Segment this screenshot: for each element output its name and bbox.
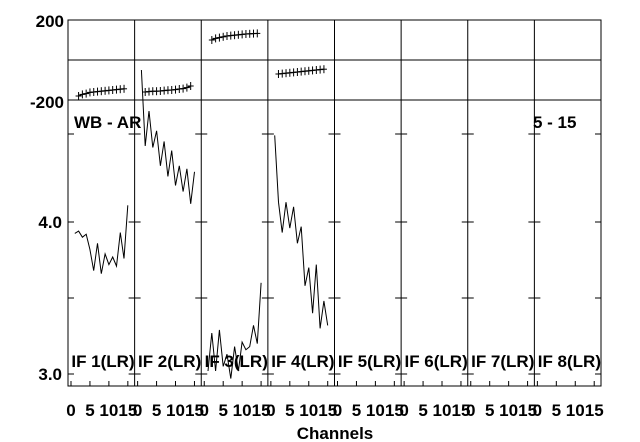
x-tick-label: 15	[585, 401, 604, 420]
x-tick-label: 15	[518, 401, 537, 420]
x-tick-label: 0	[533, 401, 542, 420]
panel-label: IF 4(LR)	[271, 352, 334, 371]
amp-tick-label: 3.0	[38, 365, 62, 384]
x-tick-label: 0	[266, 401, 275, 420]
x-tick-label: 5	[152, 401, 161, 420]
x-tick-label: 0	[399, 401, 408, 420]
x-tick-label: 10	[433, 401, 452, 420]
phase-tick-label: 200	[36, 12, 64, 31]
x-tick-label: 10	[366, 401, 385, 420]
tick-marks	[68, 133, 601, 386]
baseline-label: WB - AR	[74, 113, 141, 132]
x-tick-label: 15	[452, 401, 471, 420]
phase-line	[78, 88, 125, 97]
x-tick-label: 15	[185, 401, 204, 420]
x-tick-label: 5	[418, 401, 427, 420]
x-tick-label: 15	[252, 401, 271, 420]
x-tick-label: 10	[299, 401, 318, 420]
phase-point	[75, 92, 82, 100]
x-tick-label: 0	[133, 401, 142, 420]
x-tick-label: 0	[66, 401, 75, 420]
x-tick-label: 5	[352, 401, 361, 420]
x-tick-label: 5	[218, 401, 227, 420]
x-tick-label: 5	[485, 401, 494, 420]
x-tick-label: 5	[285, 401, 294, 420]
panel-label: IF 7(LR)	[471, 352, 534, 371]
x-tick-label: 10	[99, 401, 118, 420]
amp-tick-label: 4.0	[38, 213, 62, 232]
x-tick-label: 0	[200, 401, 209, 420]
x-tick-label: 10	[566, 401, 585, 420]
panel-label: IF 6(LR)	[404, 352, 467, 371]
x-tick-label: 0	[333, 401, 342, 420]
amplitude-line	[140, 69, 195, 204]
x-tick-label: 10	[499, 401, 518, 420]
time-range-label: 5 - 15	[533, 113, 576, 132]
x-tick-label: 5	[85, 401, 94, 420]
x-axis-label: Channels	[297, 424, 374, 442]
amplitude-line	[274, 135, 329, 329]
phase-line	[278, 68, 324, 75]
phase-line	[211, 32, 258, 41]
amplitude-line	[207, 282, 262, 379]
x-tick-label: 10	[166, 401, 185, 420]
x-tick-label: 0	[466, 401, 475, 420]
amplitude-line	[74, 205, 129, 274]
x-tick-label: 15	[385, 401, 404, 420]
phase-line	[145, 85, 191, 93]
panel-label: IF 2(LR)	[138, 352, 201, 371]
x-tick-label: 15	[118, 401, 137, 420]
panel-label: IF 8(LR)	[538, 352, 601, 371]
x-tick-label: 10	[233, 401, 252, 420]
panel-label: IF 1(LR)	[71, 352, 134, 371]
x-tick-label: 5	[552, 401, 561, 420]
phase-tick-label: -200	[30, 93, 64, 112]
panel-frames	[67, 19, 602, 387]
x-tick-label: 15	[318, 401, 337, 420]
panel-label: IF 5(LR)	[338, 352, 401, 371]
data-series	[74, 29, 329, 379]
panel-label: IF 3(LR)	[205, 352, 268, 371]
